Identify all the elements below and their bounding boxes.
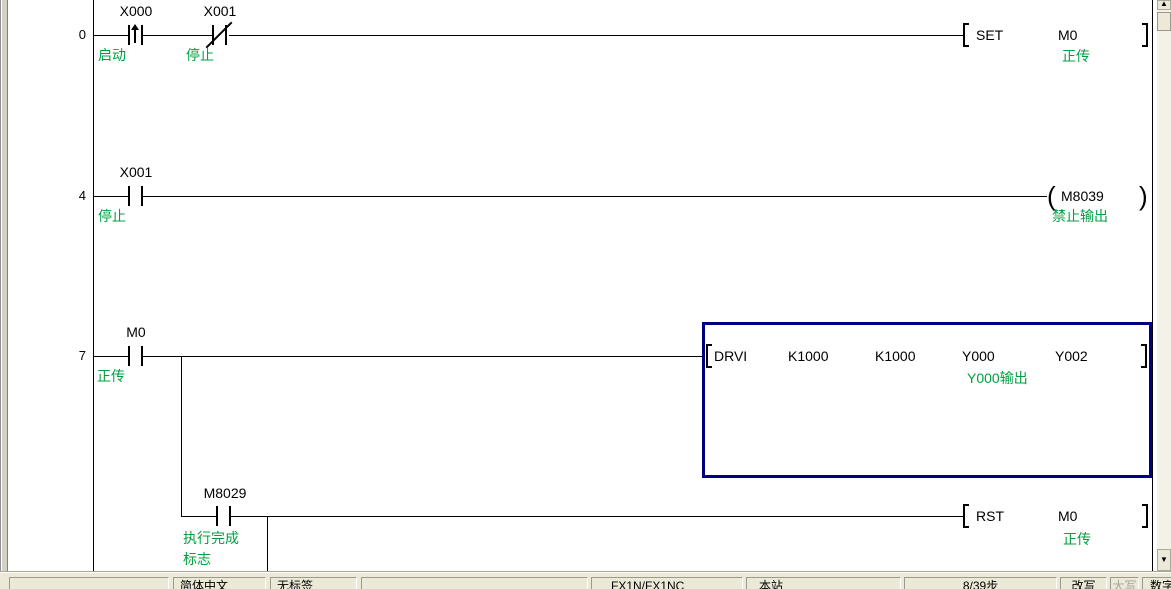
contact-nc-x001[interactable] — [205, 21, 233, 49]
statusbar-panel-num: 数字 — [1142, 577, 1171, 589]
wire-h — [143, 356, 704, 357]
scroll-up-button[interactable]: ▲ — [1157, 0, 1171, 10]
instruction-comment: 正传 — [1063, 531, 1091, 547]
coil-device[interactable]: M8039 — [1061, 188, 1104, 204]
contact-pulse-rising-x000[interactable] — [128, 24, 143, 45]
contact-bar — [212, 25, 214, 45]
instruction-left-bracket — [706, 344, 712, 368]
instruction-operand[interactable]: M0 — [1058, 27, 1078, 43]
contact-comment: 正传 — [97, 368, 125, 384]
scroll-down-icon: ▼ — [1160, 555, 1168, 564]
contact-bar — [141, 186, 143, 206]
contact-no-m0[interactable] — [128, 346, 143, 366]
instruction-comment: 正传 — [1062, 48, 1090, 64]
contact-comment: 停止 — [186, 47, 214, 63]
statusbar-panel-caps: 大写 — [1110, 577, 1139, 589]
rising-edge-arrow-stem — [134, 29, 136, 43]
wire-h — [231, 516, 963, 517]
statusbar-panel-station: 本站 — [746, 577, 901, 589]
contact-bar — [225, 25, 227, 45]
contact-device-label[interactable]: M8029 — [203, 485, 247, 501]
contact-bar — [141, 346, 143, 366]
statusbar-top-edge — [0, 571, 1171, 572]
instruction-operand[interactable]: K1000 — [875, 348, 916, 364]
wire-h — [93, 196, 128, 197]
window-left-edge — [0, 0, 8, 589]
left-power-rail — [93, 0, 94, 571]
instruction-operand[interactable]: K1000 — [788, 348, 829, 364]
instruction-right-bracket — [1141, 344, 1147, 368]
statusbar-panel-message — [9, 577, 169, 589]
instruction-operand[interactable]: Y000 — [962, 348, 995, 364]
contact-bar — [141, 25, 143, 45]
right-power-rail — [1152, 0, 1153, 571]
instruction-op[interactable]: RST — [976, 508, 1004, 524]
statusbar-panel-overwrite: 改写 — [1060, 577, 1107, 589]
instruction-left-bracket — [963, 504, 969, 528]
rung-step-number: 7 — [78, 348, 86, 363]
statusbar-panel-language: 简体中文 — [173, 577, 266, 589]
instruction-operand[interactable]: M0 — [1058, 508, 1078, 524]
instruction-comment: Y000输出 — [967, 370, 1028, 386]
coil-comment: 禁止输出 — [1052, 208, 1108, 224]
contact-bar — [128, 346, 130, 366]
rising-edge-arrow-icon — [131, 24, 139, 30]
scrollbar-thumb[interactable] — [1157, 12, 1171, 31]
contact-bar — [128, 25, 130, 45]
instruction-operand[interactable]: Y002 — [1055, 348, 1088, 364]
instruction-right-bracket — [1142, 504, 1148, 528]
instruction-op[interactable]: DRVI — [714, 348, 748, 364]
contact-device-label[interactable]: X000 — [119, 3, 153, 19]
contact-no-x001[interactable] — [128, 186, 143, 206]
contact-comment-line1: 执行完成 — [183, 530, 239, 546]
wire-h — [229, 35, 963, 36]
statusbar-panel-spacer — [361, 577, 588, 589]
wire-h — [93, 356, 128, 357]
contact-comment: 启动 — [98, 47, 126, 63]
contact-device-label[interactable]: M0 — [126, 324, 146, 340]
contact-bar — [229, 506, 231, 526]
contact-device-label[interactable]: X001 — [119, 164, 153, 180]
statusbar-panel-plc-type: FX1N/FX1NC — [591, 577, 743, 589]
contact-bar — [216, 506, 218, 526]
instruction-left-bracket — [963, 23, 969, 47]
branch-wire-v — [181, 356, 182, 517]
coil-left-paren: ( — [1047, 181, 1056, 211]
contact-no-m8029[interactable] — [216, 506, 231, 526]
coil-right-paren: ) — [1139, 181, 1148, 211]
scroll-up-icon: ▲ — [1160, 0, 1168, 8]
wire-h — [143, 35, 212, 36]
wire-h — [143, 196, 1047, 197]
vertical-scrollbar[interactable]: ▲ ▼ — [1157, 0, 1171, 571]
rung-step-number: 0 — [78, 27, 86, 42]
statusbar-panel-steps: 8/39步 — [904, 577, 1057, 589]
branch-wire-v — [267, 516, 268, 571]
wire-h — [93, 35, 128, 36]
statusbar-panel-label-mode: 无标签 — [270, 577, 357, 589]
rung-step-number: 4 — [78, 188, 86, 203]
contact-comment: 停止 — [98, 208, 126, 224]
contact-comment-line2: 标志 — [183, 551, 211, 567]
instruction-right-bracket — [1142, 23, 1148, 47]
instruction-op[interactable]: SET — [976, 27, 1004, 43]
scroll-down-button[interactable]: ▼ — [1157, 549, 1171, 571]
contact-device-label[interactable]: X001 — [203, 3, 237, 19]
selection-cursor-box — [702, 322, 1152, 478]
contact-bar — [128, 186, 130, 206]
wire-h — [181, 516, 216, 517]
